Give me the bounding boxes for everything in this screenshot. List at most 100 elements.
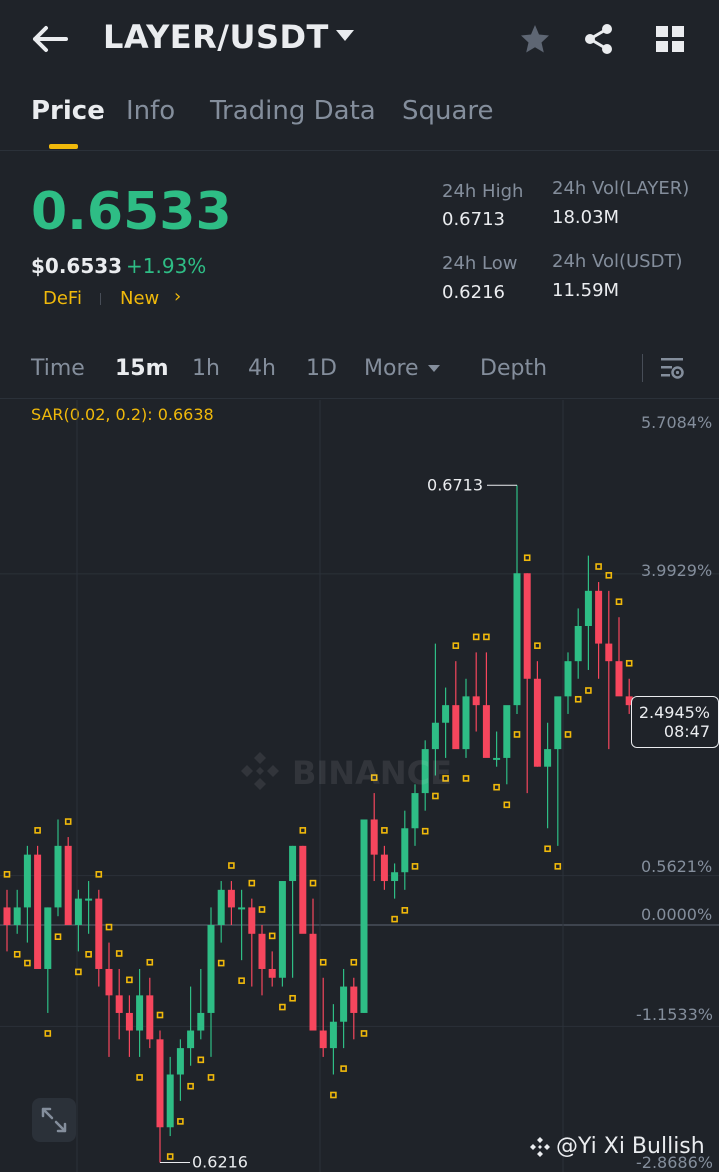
chevron-down-icon[interactable] xyxy=(336,30,354,41)
header-bar: LAYER/USDT xyxy=(0,0,719,80)
candles xyxy=(3,485,633,1163)
sar-dot xyxy=(350,958,358,966)
candle-body xyxy=(574,626,582,662)
back-arrow-icon[interactable] xyxy=(30,22,70,56)
candle-body xyxy=(319,1030,327,1049)
tab-price[interactable]: Price xyxy=(31,96,105,126)
sar-dot xyxy=(24,959,31,967)
tag-defi[interactable]: DeFi xyxy=(43,288,82,309)
sar-dot xyxy=(340,1065,347,1072)
chevron-down-icon[interactable] xyxy=(428,365,440,372)
tag-new[interactable]: New xyxy=(120,288,160,309)
sar-dot xyxy=(248,879,256,887)
vol-quote-value: 11.59M xyxy=(552,280,620,301)
active-tab-indicator xyxy=(49,144,78,149)
sar-dot xyxy=(279,1003,286,1011)
sar-dot xyxy=(595,563,602,570)
high-marker-label: 0.6713 xyxy=(427,475,483,494)
sar-dot xyxy=(330,1091,337,1099)
sar-dot xyxy=(381,827,388,834)
tab-square[interactable]: Square xyxy=(402,96,494,126)
high-label: 24h High xyxy=(442,181,524,202)
high-value: 0.6713 xyxy=(442,209,505,230)
candle-body xyxy=(34,854,42,969)
sar-dot xyxy=(401,907,409,914)
sar-dot xyxy=(238,977,245,984)
timeframe-more[interactable]: More xyxy=(364,356,419,381)
sar-dot xyxy=(228,862,235,869)
candle-body xyxy=(54,845,62,908)
y-axis-label: -2.8686% xyxy=(636,1153,713,1172)
divider xyxy=(0,150,719,151)
price-change: +1.93% xyxy=(126,254,207,278)
candle-body xyxy=(401,828,409,873)
sar-dot xyxy=(156,1011,164,1019)
divider xyxy=(0,398,719,399)
fullscreen-button[interactable] xyxy=(32,1098,76,1142)
candle-body xyxy=(13,907,21,925)
candle-body xyxy=(156,1039,164,1128)
sar-dot xyxy=(105,923,113,931)
candle-body xyxy=(207,925,215,1013)
candle-body xyxy=(350,986,358,1013)
chart-markers: 0.6713 0.6216 xyxy=(160,475,636,1171)
star-icon[interactable] xyxy=(518,22,552,56)
sar-dot xyxy=(513,731,521,738)
candle-body xyxy=(289,845,297,882)
sar-dot xyxy=(523,554,531,562)
sar-dot xyxy=(370,774,378,781)
sar-dot xyxy=(289,994,296,1002)
candle-body xyxy=(493,757,501,760)
trading-pair-title[interactable]: LAYER/USDT xyxy=(103,18,329,56)
candlestick-chart[interactable]: 0.6713 0.6216 xyxy=(0,400,719,1172)
toolbar-divider xyxy=(642,354,643,382)
current-price-box: 2.4945% 08:47 xyxy=(631,696,719,748)
candle-body xyxy=(340,986,348,1022)
sar-dot xyxy=(217,959,225,967)
timeframe-4h[interactable]: 4h xyxy=(248,356,276,381)
share-icon[interactable] xyxy=(582,22,616,56)
candle-body xyxy=(513,573,521,706)
vol-quote-label: 24h Vol(USDT) xyxy=(552,251,683,272)
sar-dot xyxy=(136,1074,143,1081)
sar-dot xyxy=(115,950,123,957)
depth-tab[interactable]: Depth xyxy=(480,356,548,381)
y-axis-label: -1.1533% xyxy=(636,1005,713,1024)
binance-logo-icon xyxy=(530,1137,550,1157)
timeframe-1h[interactable]: 1h xyxy=(192,356,220,381)
sar-dot xyxy=(299,827,307,834)
grid-icon[interactable] xyxy=(653,22,687,56)
sar-dot xyxy=(126,976,133,984)
tab-info[interactable]: Info xyxy=(126,96,176,126)
candle-body xyxy=(23,854,31,908)
sar-dot xyxy=(75,968,82,976)
chart-settings-icon[interactable] xyxy=(659,355,685,381)
y-axis-label: 5.7084% xyxy=(641,413,713,432)
tag-divider xyxy=(100,293,101,305)
sar-dot xyxy=(54,933,62,941)
sar-dot xyxy=(268,932,276,940)
candle-body xyxy=(329,1021,337,1049)
candle-body xyxy=(309,933,317,1031)
sar-dot xyxy=(585,687,592,694)
sar-dot xyxy=(258,906,266,913)
timeframe-1d[interactable]: 1D xyxy=(306,356,337,381)
candle-body xyxy=(115,995,123,1013)
sar-dot xyxy=(3,871,11,878)
candle-body xyxy=(360,819,368,1013)
timeframe-15m[interactable]: 15m xyxy=(115,356,169,381)
vol-base-label: 24h Vol(LAYER) xyxy=(552,178,690,199)
candle-body xyxy=(605,643,613,662)
sar-dot xyxy=(197,1056,205,1064)
timeframe-time[interactable]: Time xyxy=(31,356,85,381)
candle-body xyxy=(544,749,552,767)
sar-dot xyxy=(574,695,582,703)
tab-trading-data[interactable]: Trading Data xyxy=(210,96,376,126)
sar-dot xyxy=(605,572,613,579)
chevron-right-icon[interactable]: › xyxy=(174,286,182,307)
sar-dot xyxy=(64,818,72,825)
low-value: 0.6216 xyxy=(442,282,505,303)
author-watermark: @Yi Xi Bullish xyxy=(556,1134,705,1159)
binance-watermark-text: BINANCE xyxy=(292,754,452,792)
sar-dot xyxy=(391,915,398,923)
